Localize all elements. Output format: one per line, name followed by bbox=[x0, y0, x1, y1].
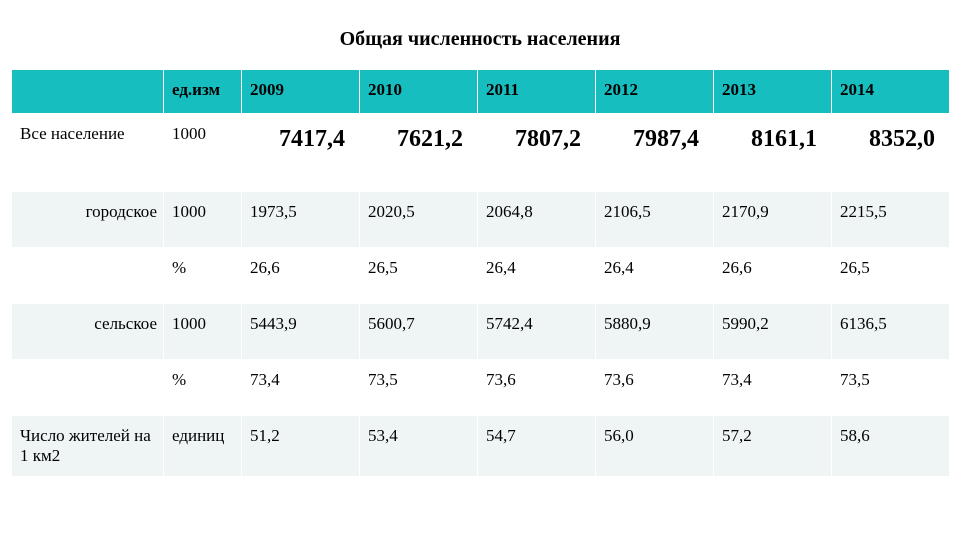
cell: 73,6 bbox=[596, 360, 714, 416]
cell: 26,4 bbox=[596, 248, 714, 304]
cell: 2215,5 bbox=[832, 192, 950, 248]
col-header: 2014 bbox=[832, 70, 950, 114]
table-row: городское 1000 1973,5 2020,5 2064,8 2106… bbox=[12, 192, 950, 248]
cell: 1973,5 bbox=[242, 192, 360, 248]
row-label bbox=[12, 248, 164, 304]
cell: 54,7 bbox=[478, 416, 596, 477]
cell: 8352,0 bbox=[832, 114, 950, 192]
cell: 5990,2 bbox=[714, 304, 832, 360]
col-header: 2012 bbox=[596, 70, 714, 114]
col-header: 2009 bbox=[242, 70, 360, 114]
cell: 7621,2 bbox=[360, 114, 478, 192]
col-header: ед.изм bbox=[164, 70, 242, 114]
cell: 5443,9 bbox=[242, 304, 360, 360]
cell: 5742,4 bbox=[478, 304, 596, 360]
cell: 26,6 bbox=[714, 248, 832, 304]
cell: 8161,1 bbox=[714, 114, 832, 192]
col-header: 2013 bbox=[714, 70, 832, 114]
row-unit: единиц bbox=[164, 416, 242, 477]
cell: 73,5 bbox=[360, 360, 478, 416]
table-header-row: ед.изм 2009 2010 2011 2012 2013 2014 bbox=[12, 70, 950, 114]
table-row: Все население 1000 7417,4 7621,2 7807,2 … bbox=[12, 114, 950, 192]
cell: 56,0 bbox=[596, 416, 714, 477]
cell: 58,6 bbox=[832, 416, 950, 477]
page-title: Общая численность населения bbox=[0, 0, 960, 69]
cell: 2064,8 bbox=[478, 192, 596, 248]
row-unit: 1000 bbox=[164, 192, 242, 248]
cell: 2170,9 bbox=[714, 192, 832, 248]
cell: 51,2 bbox=[242, 416, 360, 477]
cell: 6136,5 bbox=[832, 304, 950, 360]
cell: 2106,5 bbox=[596, 192, 714, 248]
table-row: % 26,6 26,5 26,4 26,4 26,6 26,5 bbox=[12, 248, 950, 304]
cell: 73,4 bbox=[714, 360, 832, 416]
cell: 73,4 bbox=[242, 360, 360, 416]
cell: 2020,5 bbox=[360, 192, 478, 248]
table-row: % 73,4 73,5 73,6 73,6 73,4 73,5 bbox=[12, 360, 950, 416]
row-label: Все население bbox=[12, 114, 164, 192]
row-label: городское bbox=[12, 192, 164, 248]
cell: 7807,2 bbox=[478, 114, 596, 192]
cell: 7417,4 bbox=[242, 114, 360, 192]
row-unit: 1000 bbox=[164, 304, 242, 360]
table-row: сельское 1000 5443,9 5600,7 5742,4 5880,… bbox=[12, 304, 950, 360]
cell: 57,2 bbox=[714, 416, 832, 477]
row-label: сельское bbox=[12, 304, 164, 360]
cell: 5880,9 bbox=[596, 304, 714, 360]
population-table: ед.изм 2009 2010 2011 2012 2013 2014 Все… bbox=[11, 69, 950, 477]
row-unit: % bbox=[164, 360, 242, 416]
cell: 26,5 bbox=[832, 248, 950, 304]
cell: 73,6 bbox=[478, 360, 596, 416]
row-unit: % bbox=[164, 248, 242, 304]
row-unit: 1000 bbox=[164, 114, 242, 192]
table-row: Число жителей на 1 км2 единиц 51,2 53,4 … bbox=[12, 416, 950, 477]
cell: 53,4 bbox=[360, 416, 478, 477]
cell: 26,4 bbox=[478, 248, 596, 304]
col-header: 2010 bbox=[360, 70, 478, 114]
col-header bbox=[12, 70, 164, 114]
col-header: 2011 bbox=[478, 70, 596, 114]
row-label bbox=[12, 360, 164, 416]
row-label: Число жителей на 1 км2 bbox=[12, 416, 164, 477]
cell: 26,6 bbox=[242, 248, 360, 304]
cell: 26,5 bbox=[360, 248, 478, 304]
cell: 5600,7 bbox=[360, 304, 478, 360]
cell: 7987,4 bbox=[596, 114, 714, 192]
cell: 73,5 bbox=[832, 360, 950, 416]
